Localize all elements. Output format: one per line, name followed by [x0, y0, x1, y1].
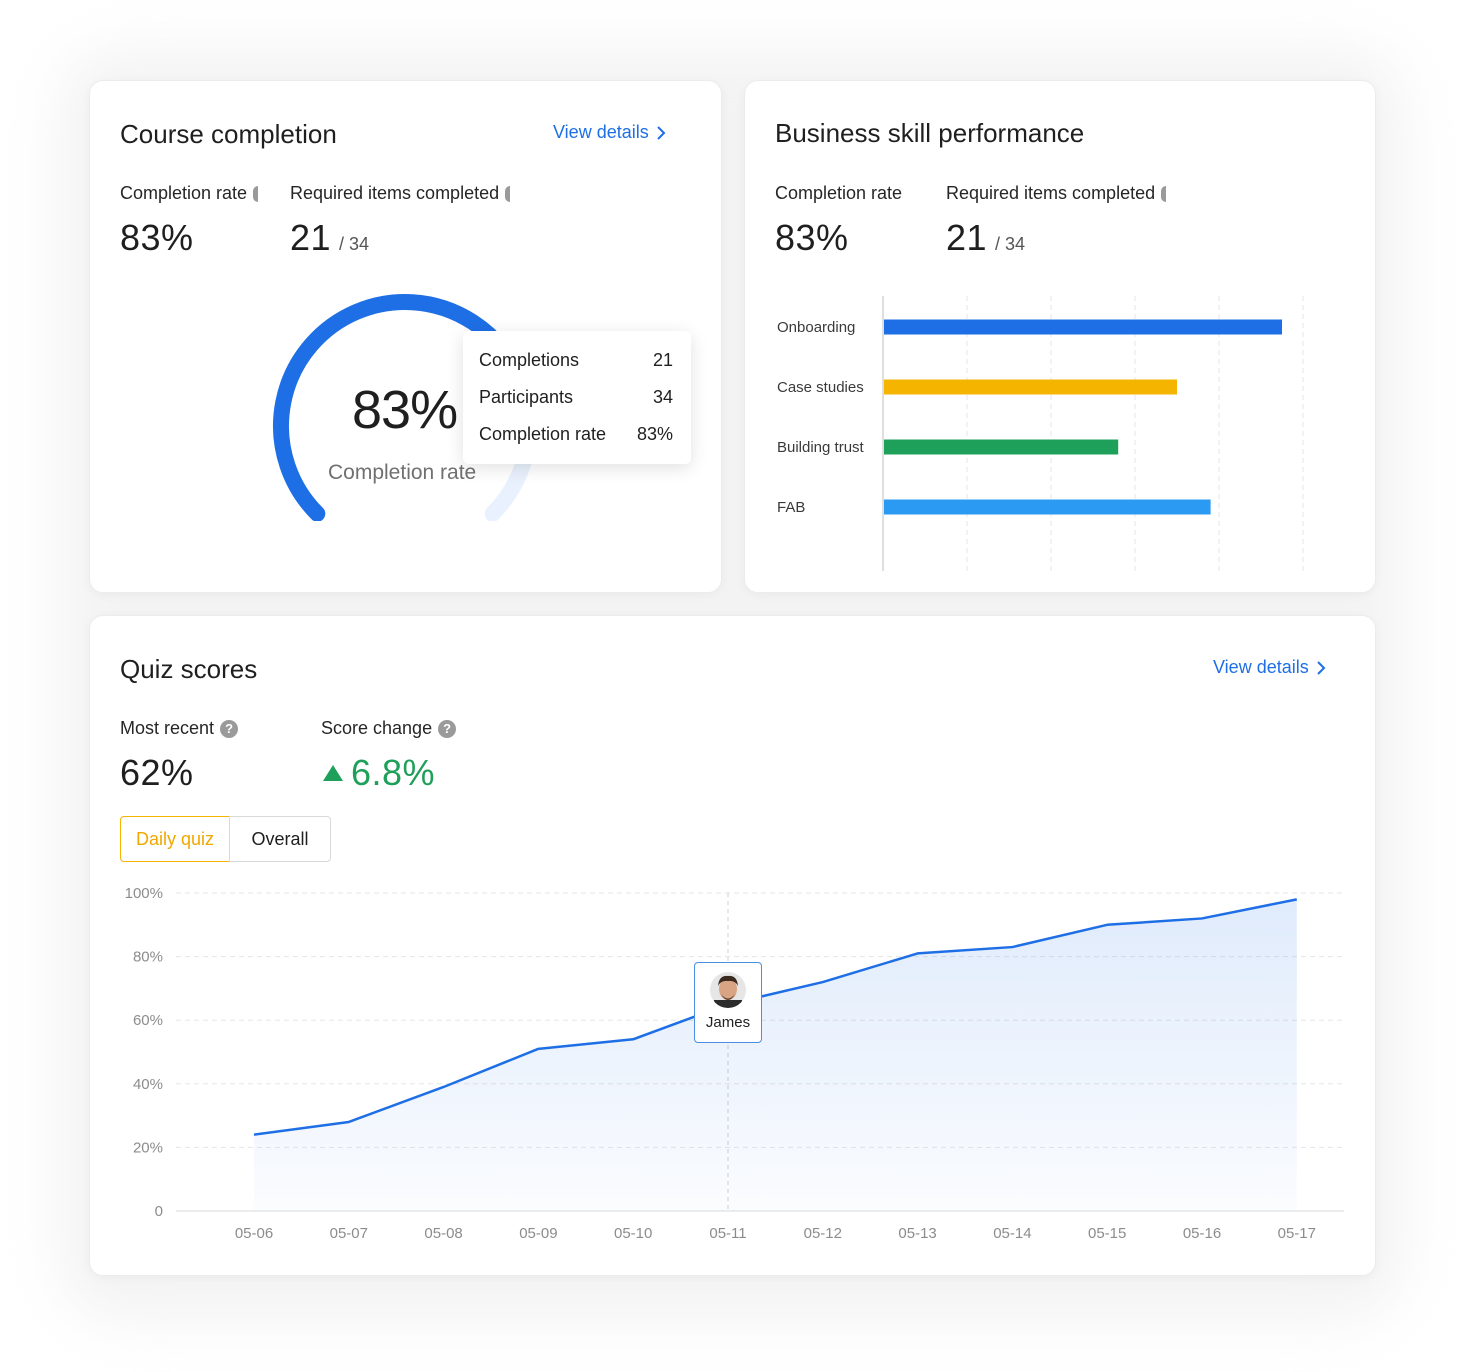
- marker-name: James: [705, 1014, 751, 1031]
- course-view-details-link[interactable]: View details: [553, 122, 667, 143]
- tooltip-row-participants: Participants 34: [479, 387, 673, 408]
- tooltip-label: Participants: [479, 387, 574, 407]
- completion-rate-label: Completion rate: [120, 183, 248, 203]
- chevron-right-icon: [1317, 660, 1326, 675]
- tooltip-value: 34: [652, 387, 673, 407]
- required-items-total: / 34: [339, 234, 370, 254]
- line-x-tick: 05-13: [898, 1225, 936, 1242]
- help-icon[interactable]: [1161, 185, 1167, 202]
- line-y-tick: 60%: [133, 1012, 163, 1029]
- quiz-line-chart: 0 20% 40% 60% 80% 100% 05-06 05-07 05-08 05-09 05-…: [125, 885, 1344, 1242]
- score-change-stat-label: Score change ?: [321, 718, 457, 739]
- help-icon[interactable]: [253, 185, 259, 202]
- help-icon[interactable]: [505, 185, 511, 202]
- line-x-tick: 05-06: [235, 1225, 273, 1242]
- question-mark-icon[interactable]: ?: [220, 719, 239, 738]
- line-x-tick: 05-16: [1183, 1225, 1221, 1242]
- quiz-scores-title: Quiz scores: [120, 654, 258, 684]
- bar-onboarding: [884, 319, 1282, 335]
- quiz-view-details-link[interactable]: View details: [1213, 657, 1327, 678]
- tooltip-label: Completions: [479, 350, 580, 370]
- skill-completion-rate-stat-label: Completion rate: [775, 183, 902, 204]
- line-series: [253, 898, 1298, 1136]
- score-change-label: Score change: [321, 718, 433, 738]
- tooltip-value: 21: [652, 350, 673, 370]
- line-x-tick: 05-17: [1278, 1225, 1316, 1242]
- most-recent-value: 62%: [120, 752, 194, 793]
- gauge-label: Completion rate: [328, 461, 477, 484]
- required-items-stat-label: Required items completed: [290, 183, 511, 204]
- required-items-value: 21: [290, 217, 332, 258]
- line-x-tick: 05-12: [804, 1225, 842, 1242]
- line-y-tick: 80%: [133, 949, 163, 966]
- skill-required-items-value: 21: [946, 217, 988, 258]
- quiz-scores-card: Quiz scores View details Most recent ? 6…: [89, 615, 1376, 1276]
- line-y-tick: 40%: [133, 1076, 163, 1093]
- business-skill-card: Business skill performance Completion ra…: [744, 80, 1376, 593]
- view-details-label: View details: [1213, 657, 1309, 677]
- gauge-tooltip: Completions 21 Participants 34 Completio…: [463, 331, 691, 464]
- most-recent-stat-label: Most recent ?: [120, 718, 239, 739]
- arrow-up-icon: [323, 765, 343, 781]
- chart-user-marker[interactable]: James: [694, 962, 762, 1043]
- line-x-tick: 05-10: [614, 1225, 652, 1242]
- gauge-value: 83%: [352, 380, 458, 440]
- completion-rate-value: 83%: [120, 217, 194, 258]
- score-change-value-group: 6.8%: [321, 752, 435, 794]
- bar-category-label: Building trust: [777, 439, 865, 456]
- bar-category-label: FAB: [777, 499, 805, 516]
- question-mark-icon[interactable]: ?: [438, 719, 457, 738]
- completion-rate-stat-label: Completion rate: [120, 183, 259, 204]
- view-details-label: View details: [553, 122, 649, 142]
- bar-fab: [884, 499, 1211, 515]
- line-x-tick: 05-07: [330, 1225, 368, 1242]
- required-items-value-group: 21 / 34: [290, 217, 369, 259]
- tab-daily-quiz[interactable]: Daily quiz: [120, 816, 230, 862]
- score-change-value: 6.8%: [351, 752, 436, 793]
- line-x-tick: 05-08: [424, 1225, 462, 1242]
- tooltip-value: 83%: [636, 424, 673, 444]
- skill-completion-rate-label: Completion rate: [775, 183, 903, 203]
- bar-case-studies: [884, 379, 1177, 395]
- line-x-tick: 05-09: [519, 1225, 557, 1242]
- line-x-tick: 05-15: [1088, 1225, 1126, 1242]
- line-y-tick: 100%: [125, 885, 163, 902]
- skill-required-items-stat-label: Required items completed: [946, 183, 1167, 204]
- skill-required-items-value-group: 21 / 34: [946, 217, 1025, 259]
- skill-required-items-label: Required items completed: [946, 183, 1156, 203]
- line-area-fill: [254, 899, 1297, 1211]
- skill-completion-rate-value: 83%: [775, 217, 849, 258]
- required-items-label: Required items completed: [290, 183, 500, 203]
- tooltip-label: Completion rate: [479, 424, 607, 444]
- tooltip-row-completion-rate: Completion rate 83%: [479, 424, 673, 445]
- most-recent-label: Most recent: [120, 718, 215, 738]
- chevron-right-icon: [657, 125, 666, 140]
- avatar: [710, 972, 746, 1008]
- line-x-tick: 05-11: [709, 1225, 746, 1242]
- line-y-tick: 0: [155, 1203, 163, 1220]
- bar-building-trust: [884, 439, 1119, 455]
- tab-overall[interactable]: Overall: [229, 816, 331, 862]
- tooltip-row-completions: Completions 21: [479, 350, 673, 371]
- line-y-tick: 20%: [133, 1139, 163, 1156]
- line-x-tick: 05-14: [993, 1225, 1031, 1242]
- bar-category-label: Onboarding: [777, 319, 855, 336]
- bar-category-label: Case studies: [777, 379, 864, 396]
- course-completion-card: Course completion View details Completio…: [89, 80, 722, 593]
- course-completion-title: Course completion: [120, 119, 337, 149]
- business-skill-title: Business skill performance: [775, 118, 1085, 148]
- skill-required-items-total: / 34: [995, 234, 1026, 254]
